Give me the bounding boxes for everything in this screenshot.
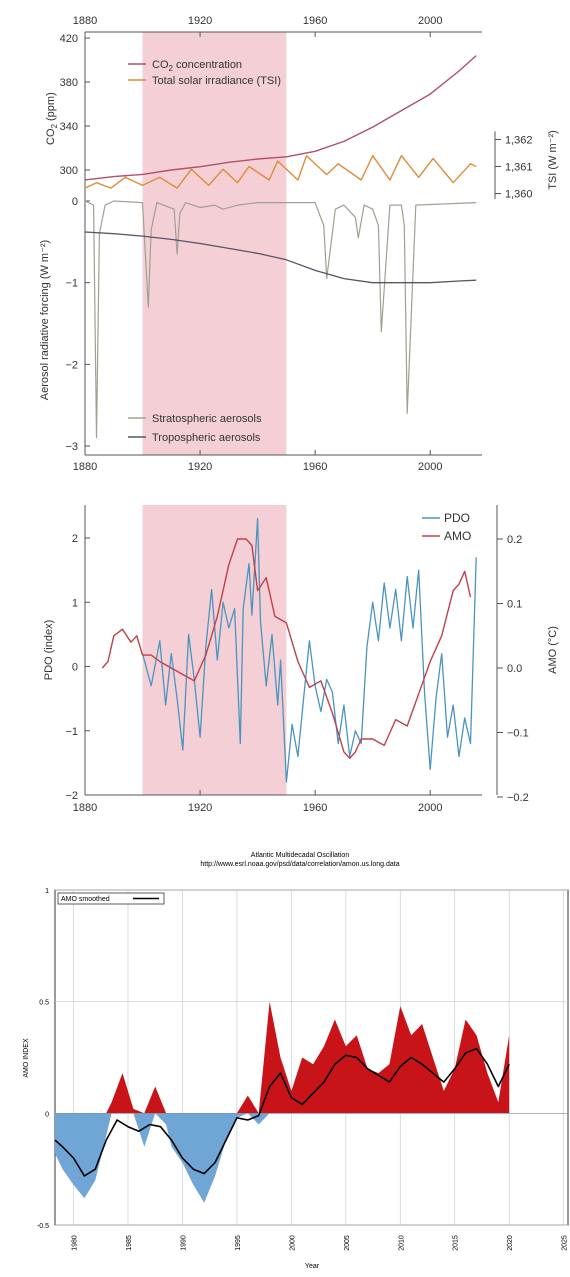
- highlight-band: [142, 32, 287, 455]
- amo-chart-title: Atlantic Multidecadal Oscillation: [251, 852, 350, 859]
- highlight-band-mid: [142, 505, 287, 795]
- x-tick-label-top: 2000: [418, 15, 442, 27]
- amo-y-tick-label: 0.0: [507, 663, 522, 675]
- x-tick-label-bottom: 1880: [73, 461, 97, 473]
- stratospheric-aerosol-line: [84, 200, 477, 439]
- amo-x-tick-label: 1990: [180, 1235, 187, 1251]
- x-tick-label-bottom: 1960: [303, 461, 327, 473]
- amo-y-tick-label: 0.2: [507, 534, 522, 546]
- x-tick-label-bottom: 2000: [418, 461, 442, 473]
- tsi-y-tick-label: 1,361: [505, 162, 533, 174]
- pdo-y-tick-label: 2: [72, 533, 78, 545]
- amo-legend-box: [57, 892, 165, 905]
- amo-y-tick-label: -0.5: [37, 1223, 49, 1230]
- x-tick-label-bottom: 1920: [188, 461, 212, 473]
- amo-positive-area: [55, 1001, 510, 1114]
- x-tick-label-top: 1880: [73, 15, 97, 27]
- pdo-axis-label: PDO (index): [43, 620, 55, 681]
- tsi-y-tick-label: 1,360: [505, 189, 533, 201]
- tsi-axis-label: TSI (W m⁻²): [547, 130, 559, 190]
- amo-x-tick-label: 2020: [507, 1235, 514, 1251]
- pdo-y-tick-label: 1: [72, 597, 78, 609]
- strat-legend-label: Stratospheric aerosols: [152, 413, 262, 425]
- amo-x-tick-label: 2015: [453, 1235, 460, 1251]
- amo-negative-area: [55, 1113, 510, 1203]
- amo-x-tick-label: 2000: [289, 1235, 296, 1251]
- amo-x-tick-label: 1985: [126, 1235, 133, 1251]
- tsi-legend-label: Total solar irradiance (TSI): [152, 75, 281, 87]
- co2-legend-label: CO2 concentration: [152, 59, 242, 73]
- co2-y-tick-label: 380: [60, 77, 78, 89]
- pdo-y-tick-label: −2: [65, 790, 78, 802]
- co2-axis-label: CO2 (ppm): [45, 92, 59, 145]
- amo-x-tick-label: 2010: [398, 1235, 405, 1251]
- amo-y-tick-label: 0: [45, 1111, 49, 1118]
- co2-y-tick-label: 300: [60, 165, 78, 177]
- amo-y-tick-label: −0.1: [507, 728, 529, 740]
- amo-series-line: [101, 538, 472, 759]
- amo-chart-subtitle: http://www.esrl.noaa.gov/psd/data/correl…: [200, 861, 399, 868]
- amo-y-tick-label: 0.1: [507, 599, 522, 611]
- amo-plot-frame: [54, 889, 569, 1226]
- aerosol-axis-label: Aerosol radiative forcing (W m⁻²): [39, 240, 51, 400]
- amo-x-tick-label: 1980: [72, 1235, 79, 1251]
- tsi-y-tick-label: 1,362: [505, 135, 533, 147]
- panel-amo-index: Atlantic Multidecadal Oscillation http://…: [23, 852, 569, 1270]
- aerosol-y-tick-label: −3: [65, 441, 78, 453]
- amo-x-tick-label: 1995: [235, 1235, 242, 1251]
- co2-series-line: [84, 55, 477, 181]
- amo-legend-label: AMO: [444, 529, 471, 543]
- amo-y-axis-label: AMO INDEX: [23, 1038, 30, 1078]
- pdo-y-tick-label: 0: [72, 662, 78, 674]
- tropospheric-aerosol-line: [84, 231, 477, 284]
- pdo-legend-label: PDO: [444, 511, 470, 525]
- aerosol-y-tick-label: −2: [65, 359, 78, 371]
- panel-pdo-amo: −2 −1 0 1 2 −0.2 −0.1 0.0 0.1 0.2 PDO (index) AMO (…: [43, 505, 559, 814]
- mid-x-tick-label: 1960: [303, 802, 327, 814]
- amo-smoothed-line: [54, 1047, 510, 1177]
- x-tick-label-top: 1960: [303, 15, 327, 27]
- aerosol-y-tick-label: −1: [65, 278, 78, 290]
- amo-axis-label: AMO (°C): [547, 626, 559, 674]
- mid-x-tick-label: 1880: [73, 802, 97, 814]
- mid-x-tick-label: 2000: [418, 802, 442, 814]
- amo-legend-label: AMO smoothed: [61, 896, 110, 903]
- amo-y-tick-label: 1: [45, 888, 49, 895]
- amo-x-tick-label: 2025: [562, 1235, 569, 1251]
- trop-legend-label: Tropospheric aerosols: [152, 432, 261, 444]
- tsi-series-line: [84, 154, 477, 189]
- pdo-series-line: [141, 518, 477, 783]
- mid-x-tick-label: 1920: [188, 802, 212, 814]
- amo-x-tick-label: 2005: [344, 1235, 351, 1251]
- amo-x-axis-label: Year: [305, 1263, 320, 1270]
- amo-y-tick-label: 0.5: [39, 1000, 49, 1007]
- aerosol-y-tick-label: 0: [72, 196, 78, 208]
- co2-y-tick-label: 340: [60, 121, 78, 133]
- pdo-y-tick-label: −1: [65, 726, 78, 738]
- co2-y-tick-label: 420: [60, 33, 78, 45]
- amo-y-tick-label: −0.2: [507, 792, 529, 804]
- x-tick-label-top: 1920: [188, 15, 212, 27]
- panel-co2-aerosols: 1880 1880 1920 1920 1960 1960 2000 2000 300 340 38…: [39, 15, 559, 473]
